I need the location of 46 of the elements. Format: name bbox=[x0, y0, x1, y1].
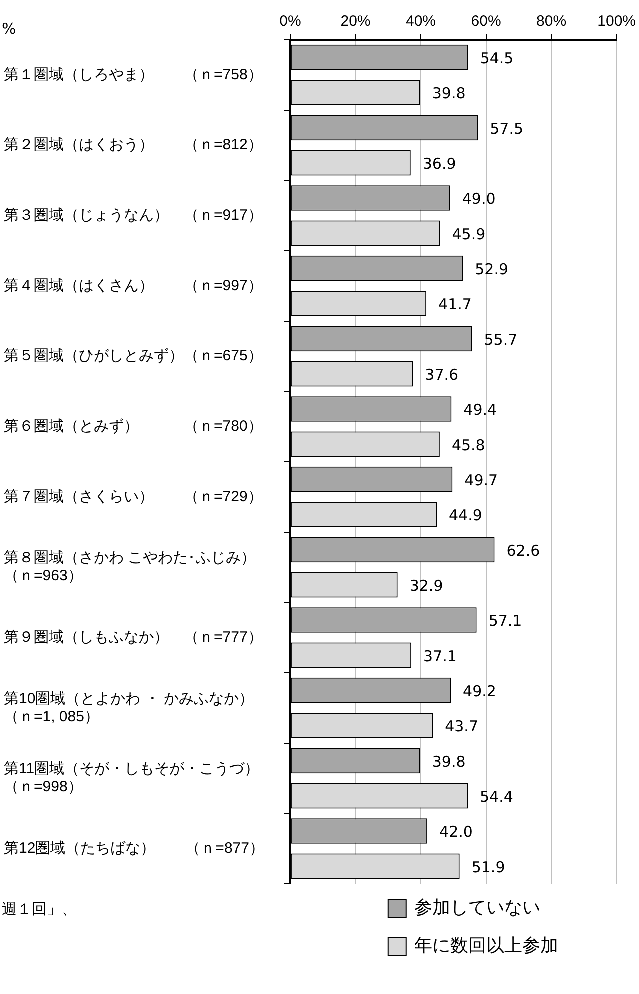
data-label: 62.6 bbox=[506, 542, 540, 560]
data-label: 39.8 bbox=[432, 84, 466, 103]
data-label: 54.4 bbox=[480, 788, 514, 806]
data-label: 51.9 bbox=[472, 858, 506, 876]
data-label: 49.7 bbox=[464, 471, 498, 490]
x-tick-label: 100% bbox=[598, 13, 636, 30]
data-label: 37.6 bbox=[425, 366, 459, 384]
x-tick-label: 40% bbox=[406, 13, 436, 30]
y-tick-label: 第12圏域（たちばな） （ｎ=877） bbox=[4, 840, 264, 857]
data-label: 54.5 bbox=[480, 49, 514, 68]
legend-label: 参加していない bbox=[414, 898, 540, 919]
data-label: 45.9 bbox=[452, 225, 486, 244]
data-label: 57.5 bbox=[490, 120, 524, 138]
text: % bbox=[2, 20, 16, 38]
y-tick-label: 第７圏域（さくらい） （ｎ=729） bbox=[4, 488, 263, 506]
data-label: 37.1 bbox=[424, 647, 457, 666]
x-tick-label: 0% bbox=[280, 13, 302, 30]
data-label: 52.9 bbox=[475, 260, 509, 278]
text: 週１回」、 bbox=[2, 900, 77, 919]
y-tick-label: 第８圏域（さかわ こやわた･ふじみ）（ｎ=963） bbox=[4, 550, 256, 585]
x-tick-label: 80% bbox=[536, 13, 567, 30]
data-label: 49.0 bbox=[462, 190, 496, 208]
y-tick-label: 第９圏域（しもふなか） （ｎ=777） bbox=[4, 628, 263, 646]
data-label: 39.8 bbox=[432, 752, 466, 771]
data-label: 45.8 bbox=[452, 436, 486, 454]
data-label: 55.7 bbox=[484, 330, 518, 349]
y-tick-label: 第10圏域（とよかわ ・ かみふなか）（ｎ=1, 085） bbox=[4, 690, 254, 726]
data-label: 49.2 bbox=[463, 682, 496, 700]
y-tick-label: 第６圏域（とみず） （ｎ=780） bbox=[4, 418, 263, 435]
data-label: 42.0 bbox=[440, 823, 473, 842]
data-label: 43.7 bbox=[445, 718, 478, 736]
y-tick-label: 第４圏域（はくさん） （ｎ=997） bbox=[4, 277, 263, 294]
x-tick-label: 60% bbox=[471, 13, 502, 30]
y-tick-label: 第２圏域（はくおう） （ｎ=812） bbox=[4, 136, 263, 154]
legend-label: 年に数回以上参加 bbox=[414, 936, 558, 957]
data-label: 41.7 bbox=[438, 296, 472, 314]
data-label: 32.9 bbox=[410, 576, 444, 595]
data-label: 36.9 bbox=[422, 154, 456, 173]
data-label: 57.1 bbox=[488, 612, 522, 630]
y-tick-label: 第３圏域（じょうなん） （ｎ=917） bbox=[4, 206, 263, 224]
data-label: 49.4 bbox=[464, 401, 498, 420]
x-tick-label: 20% bbox=[340, 13, 371, 30]
data-label: 44.9 bbox=[449, 506, 482, 525]
y-tick-label: 第５圏域（ひがしとみず）（ｎ=675） bbox=[4, 348, 263, 365]
y-tick-label: 第11圏域（そが・しもそが・こうづ）（ｎ=998） bbox=[4, 760, 260, 796]
y-tick-label: 第１圏域（しろやま） （ｎ=758） bbox=[4, 66, 263, 84]
